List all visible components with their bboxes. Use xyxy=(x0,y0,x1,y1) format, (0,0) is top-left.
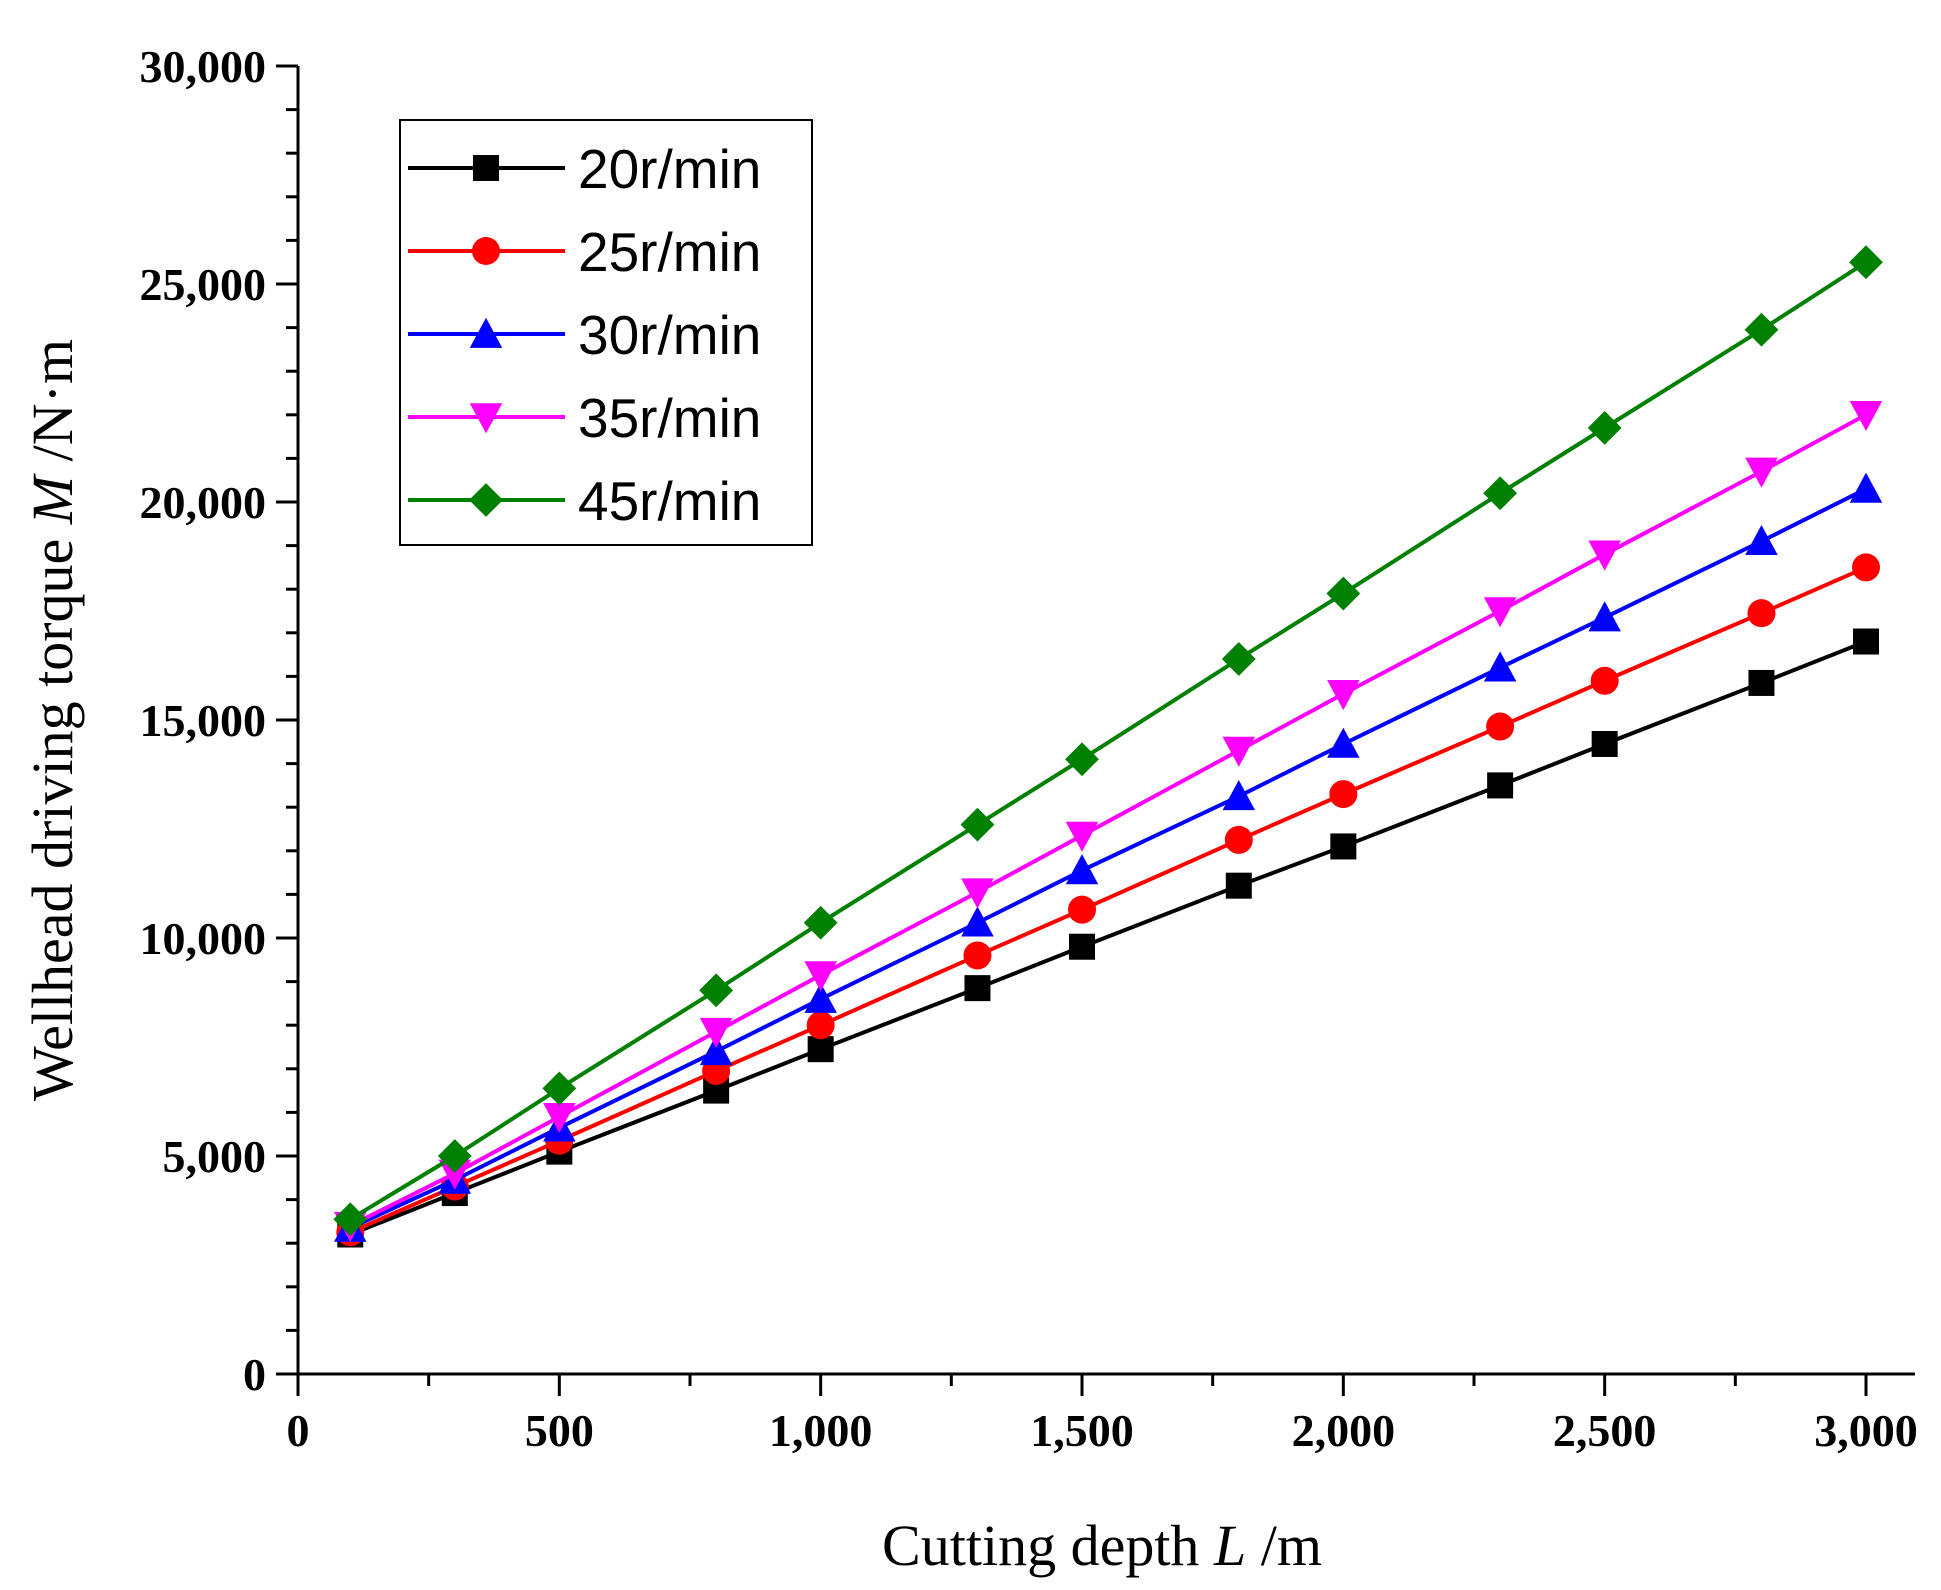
y-tick-label: 0 xyxy=(243,1349,266,1400)
data-point xyxy=(699,973,734,1008)
y-tick-label: 5,000 xyxy=(163,1131,267,1182)
data-point xyxy=(1483,597,1517,628)
data-point xyxy=(1068,895,1096,924)
axes: 0 500 1,000 1,500 2,000 2,500 3,000 0 5,000 10,00… xyxy=(140,41,1918,1456)
y-tick-label: 25,000 xyxy=(140,259,267,310)
legend-item: 25r/min xyxy=(408,221,761,283)
legend-item: 45r/min xyxy=(408,470,761,532)
data-point xyxy=(1329,780,1358,809)
data-point xyxy=(1486,712,1515,741)
legend-marker xyxy=(473,155,499,181)
data-point xyxy=(1065,854,1099,885)
legend-marker xyxy=(469,317,503,348)
data-point xyxy=(1588,601,1621,632)
data-point xyxy=(803,905,838,940)
y-tick-label: 30,000 xyxy=(140,41,267,92)
data-point xyxy=(1487,772,1514,799)
data-point xyxy=(1225,872,1252,899)
data-point xyxy=(960,807,995,842)
x-tick-label: 2,000 xyxy=(1292,1405,1396,1456)
legend-marker xyxy=(472,237,500,265)
data-point xyxy=(1065,742,1099,777)
y-axis-title: Wellhead driving torque M /N·m xyxy=(20,339,85,1101)
data-point xyxy=(1221,642,1256,676)
y-tick-label: 20,000 xyxy=(140,477,267,528)
legend-marker xyxy=(469,483,503,517)
legend-item: 30r/min xyxy=(408,304,761,366)
data-point xyxy=(1330,833,1357,860)
legend-item: 20r/min xyxy=(408,138,761,200)
legend-marker xyxy=(469,403,503,434)
x-tick-label: 1,000 xyxy=(769,1405,873,1456)
data-point xyxy=(804,961,837,992)
legend-label: 45r/min xyxy=(578,470,761,532)
legend-label: 25r/min xyxy=(578,221,761,283)
data-point xyxy=(1065,821,1099,852)
data-point xyxy=(1748,669,1775,696)
data-point xyxy=(1849,400,1883,432)
legend-box xyxy=(399,119,813,546)
x-axis-title: Cutting depth L /m xyxy=(882,1513,1322,1578)
data-point xyxy=(1327,727,1360,758)
data-point xyxy=(699,1035,733,1066)
data-point xyxy=(1069,933,1095,960)
data-point xyxy=(1483,476,1518,511)
y-tick-label: 10,000 xyxy=(140,913,267,964)
data-point xyxy=(333,1202,368,1237)
data-point xyxy=(1588,540,1621,571)
data-point xyxy=(1591,730,1618,757)
y-tick-label: 15,000 xyxy=(140,695,267,746)
data-point xyxy=(1747,599,1776,628)
data-point xyxy=(1483,651,1517,682)
data-point xyxy=(1849,472,1883,503)
data-point xyxy=(1745,524,1778,556)
data-point xyxy=(1222,780,1256,811)
data-point xyxy=(961,906,994,937)
data-point xyxy=(1745,457,1778,488)
data-point xyxy=(437,1139,472,1173)
data-point xyxy=(804,982,837,1013)
legend: 20r/min 25r/min 30r/min 35r/min 45r/min xyxy=(399,119,813,546)
x-tick-label: 3,000 xyxy=(1814,1405,1918,1456)
legend-label: 35r/min xyxy=(578,387,761,449)
data-point xyxy=(1224,825,1253,854)
data-point xyxy=(1852,553,1880,582)
data-point xyxy=(438,1159,472,1190)
data-point xyxy=(542,1071,577,1106)
data-point xyxy=(806,1011,835,1040)
data-point xyxy=(964,975,991,1002)
data-point xyxy=(1744,312,1779,347)
series-45r-min xyxy=(333,245,1883,1237)
data-point xyxy=(961,878,994,909)
series-group xyxy=(333,245,1883,1248)
data-point xyxy=(1853,628,1879,655)
legend-label: 30r/min xyxy=(578,304,761,366)
data-point xyxy=(1327,680,1360,711)
data-point xyxy=(1590,666,1619,695)
data-point xyxy=(1326,576,1361,611)
data-point xyxy=(1849,245,1883,280)
data-point xyxy=(543,1102,576,1134)
data-point xyxy=(1587,410,1622,445)
x-tick-label: 500 xyxy=(525,1405,594,1456)
data-point xyxy=(1222,736,1256,767)
x-tick-label: 1,500 xyxy=(1030,1405,1134,1456)
x-tick-label: 0 xyxy=(287,1405,310,1456)
data-point xyxy=(807,1036,834,1063)
legend-item: 35r/min xyxy=(408,387,761,449)
data-point xyxy=(699,1017,733,1048)
data-point xyxy=(963,941,992,970)
x-tick-label: 2,500 xyxy=(1553,1405,1657,1456)
legend-label: 20r/min xyxy=(578,138,761,200)
